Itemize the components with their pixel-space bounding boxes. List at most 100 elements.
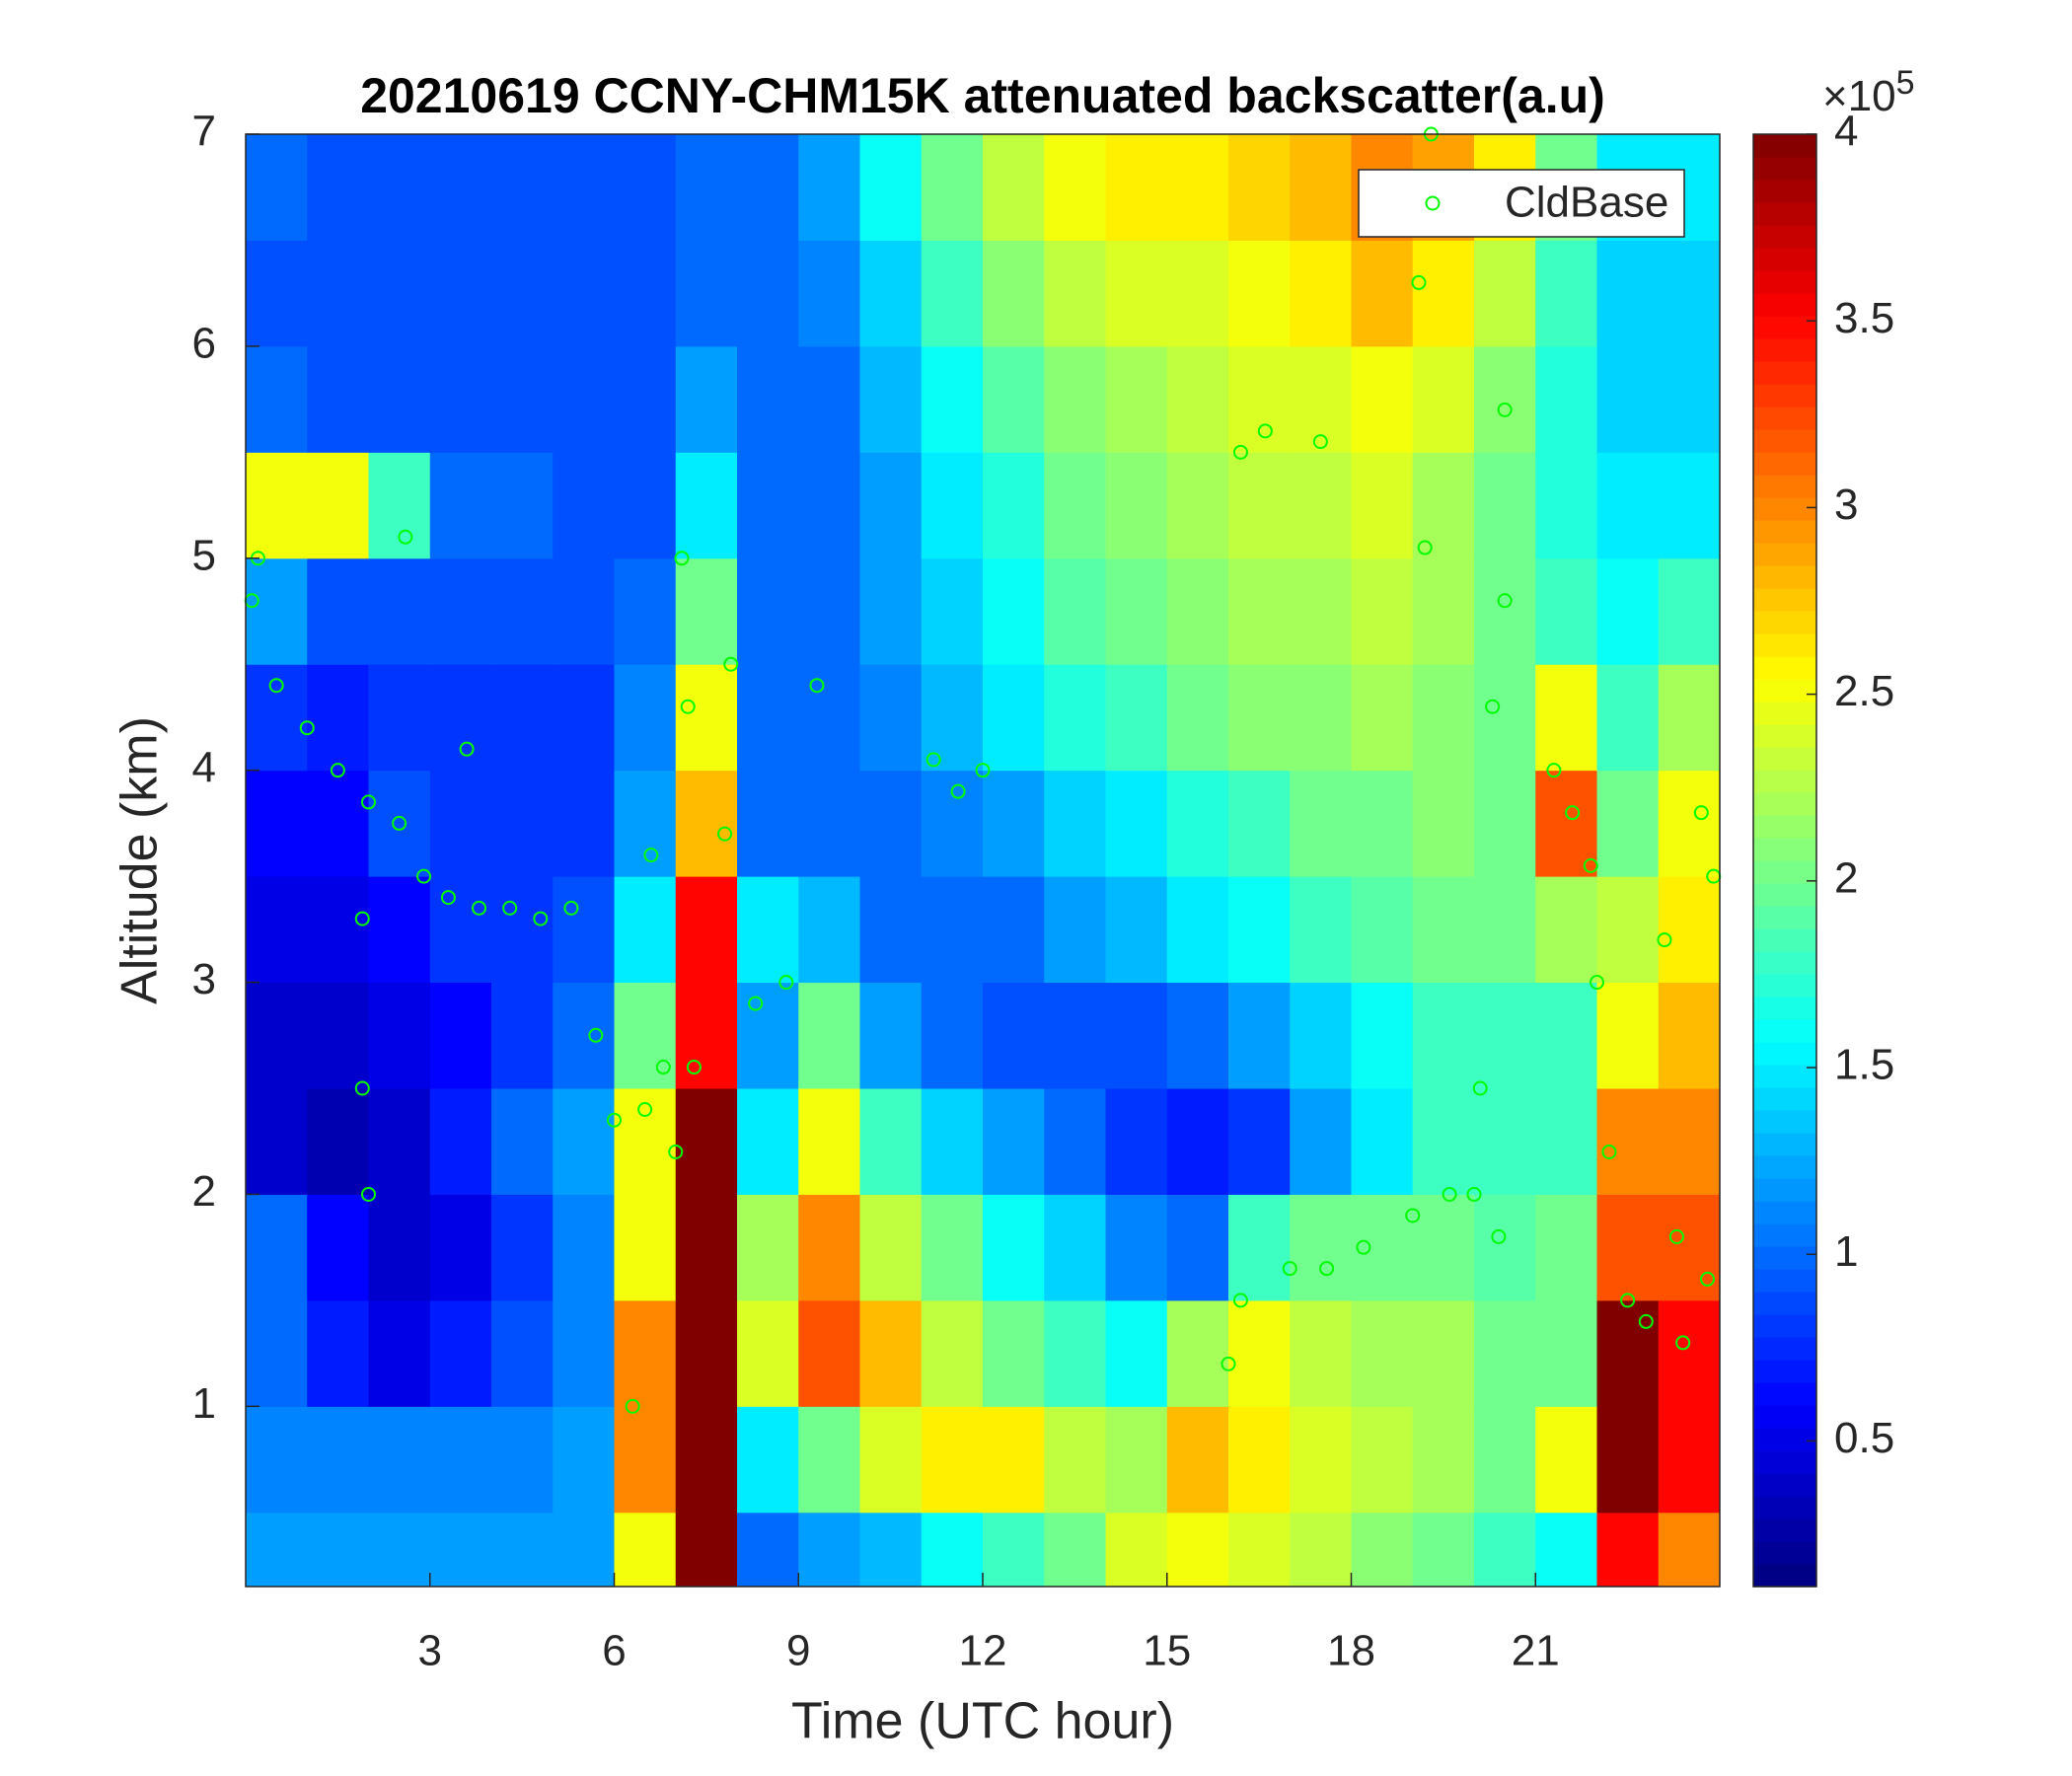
heatmap-cell — [491, 876, 554, 984]
heatmap-cell — [1474, 345, 1536, 453]
heatmap-cell — [1044, 876, 1106, 984]
colorbar-swatch — [1753, 1382, 1816, 1406]
colorbar-swatch — [1753, 611, 1816, 634]
heatmap-cell — [1351, 982, 1414, 1089]
colorbar-swatch — [1753, 702, 1816, 725]
heatmap-cell — [1105, 1194, 1168, 1301]
heatmap-cell — [246, 1194, 308, 1301]
heatmap-cell — [1412, 664, 1475, 772]
heatmap-cell — [307, 876, 369, 984]
heatmap-cell — [921, 452, 984, 559]
colorbar-swatch — [1753, 475, 1816, 498]
scatter-layer — [244, 126, 1722, 1414]
cloud-base-point — [416, 868, 432, 884]
heatmap-cell — [859, 876, 923, 984]
heatmap-cell — [1535, 240, 1597, 347]
heatmap-cell — [1658, 1088, 1721, 1195]
colorbar-swatch — [1753, 202, 1816, 226]
heatmap-cell — [1228, 134, 1291, 241]
cloud-base-point — [1232, 444, 1248, 460]
heatmap-cell — [429, 557, 492, 665]
heatmap-cell — [1166, 452, 1229, 559]
heatmap-cell — [614, 1512, 677, 1588]
colorbar-swatch — [1753, 860, 1816, 884]
heatmap-cell — [1166, 1088, 1229, 1195]
heatmap-cell — [1166, 1299, 1229, 1407]
heatmap-cell — [1351, 664, 1414, 772]
colorbar-swatch — [1753, 1541, 1816, 1565]
heatmap-cell — [1474, 982, 1536, 1089]
heatmap-cell — [246, 345, 308, 453]
cloud-base-point — [354, 1080, 370, 1096]
cloud-base-point — [354, 911, 370, 926]
heatmap-cell — [983, 452, 1045, 559]
heatmap-cell — [1474, 1194, 1536, 1301]
heatmap-cell — [1596, 770, 1660, 877]
heatmap-cell — [737, 134, 799, 241]
heatmap-cell — [491, 982, 554, 1089]
heatmap-cell — [368, 1299, 431, 1407]
heatmap-cell — [246, 1512, 308, 1588]
cloud-base-point — [674, 551, 690, 566]
heatmap-cell — [307, 1299, 369, 1407]
heatmap-cell — [1105, 452, 1168, 559]
heatmap-cell — [983, 770, 1045, 877]
heatmap-cell — [1351, 557, 1414, 665]
heatmap-cell — [1351, 1088, 1414, 1195]
colorbar-swatch — [1753, 1564, 1816, 1588]
colorbar-multiplier: ×105 — [1822, 64, 1915, 120]
colorbar-swatch — [1753, 1473, 1816, 1497]
heatmap-cell — [1412, 1088, 1475, 1195]
heatmap-cell — [1228, 345, 1291, 453]
colorbar-swatch — [1753, 906, 1816, 929]
heatmap-cell — [1044, 982, 1106, 1089]
heatmap-cell — [1166, 345, 1229, 453]
heatmap-cell — [798, 134, 860, 241]
cloud-base-point — [637, 1101, 653, 1117]
y-tick-label: 2 — [192, 1167, 216, 1216]
heatmap-cell — [307, 240, 369, 347]
heatmap-cell — [1412, 1194, 1475, 1301]
heatmap-cell — [614, 345, 677, 453]
heatmap-cell — [675, 1406, 738, 1514]
heatmap-cell — [675, 664, 738, 772]
heatmap-cell — [553, 1088, 615, 1195]
heatmap-cell — [1596, 345, 1660, 453]
heatmap-cell — [553, 1299, 615, 1407]
legend: CldBase — [1358, 169, 1685, 238]
legend-label: CldBase — [1505, 179, 1668, 227]
heatmap-cell — [1044, 770, 1106, 877]
colorbar-swatch — [1753, 565, 1816, 589]
colorbar-tick-label: 4 — [1834, 108, 1858, 156]
heatmap-cell — [921, 982, 984, 1089]
cloud-base-point — [625, 1398, 640, 1414]
heatmap-cell — [983, 1194, 1045, 1301]
cloud-base-point — [1312, 434, 1328, 450]
heatmap-cell — [1658, 452, 1721, 559]
heatmap-cell — [1658, 345, 1721, 453]
cloud-base-point — [1466, 1186, 1482, 1202]
colorbar-swatch — [1753, 951, 1816, 975]
heatmap-cell — [859, 1406, 923, 1514]
heatmap-cell — [921, 134, 984, 241]
heatmap-cell — [307, 770, 369, 877]
heatmap-cell — [307, 982, 369, 1089]
heatmap-cell — [798, 770, 860, 877]
colorbar-swatch — [1753, 792, 1816, 816]
y-axis-label: Altitude (km) — [111, 716, 169, 1004]
heatmap-cell — [1535, 770, 1597, 877]
heatmap-cell — [491, 1088, 554, 1195]
heatmap-cell — [1535, 557, 1597, 665]
colorbar-swatch — [1753, 838, 1816, 861]
cloud-base-point — [1668, 1228, 1684, 1244]
y-tick-label: 4 — [192, 743, 216, 791]
cloud-base-point — [1497, 402, 1513, 417]
cloud-base-point — [1221, 1356, 1236, 1371]
heatmap-cell — [614, 876, 677, 984]
cloud-base-point — [563, 900, 579, 916]
heatmap-cell — [1166, 1512, 1229, 1588]
heatmap-cell — [675, 557, 738, 665]
heatmap-cell — [1044, 1088, 1106, 1195]
heatmap-cell — [983, 240, 1045, 347]
